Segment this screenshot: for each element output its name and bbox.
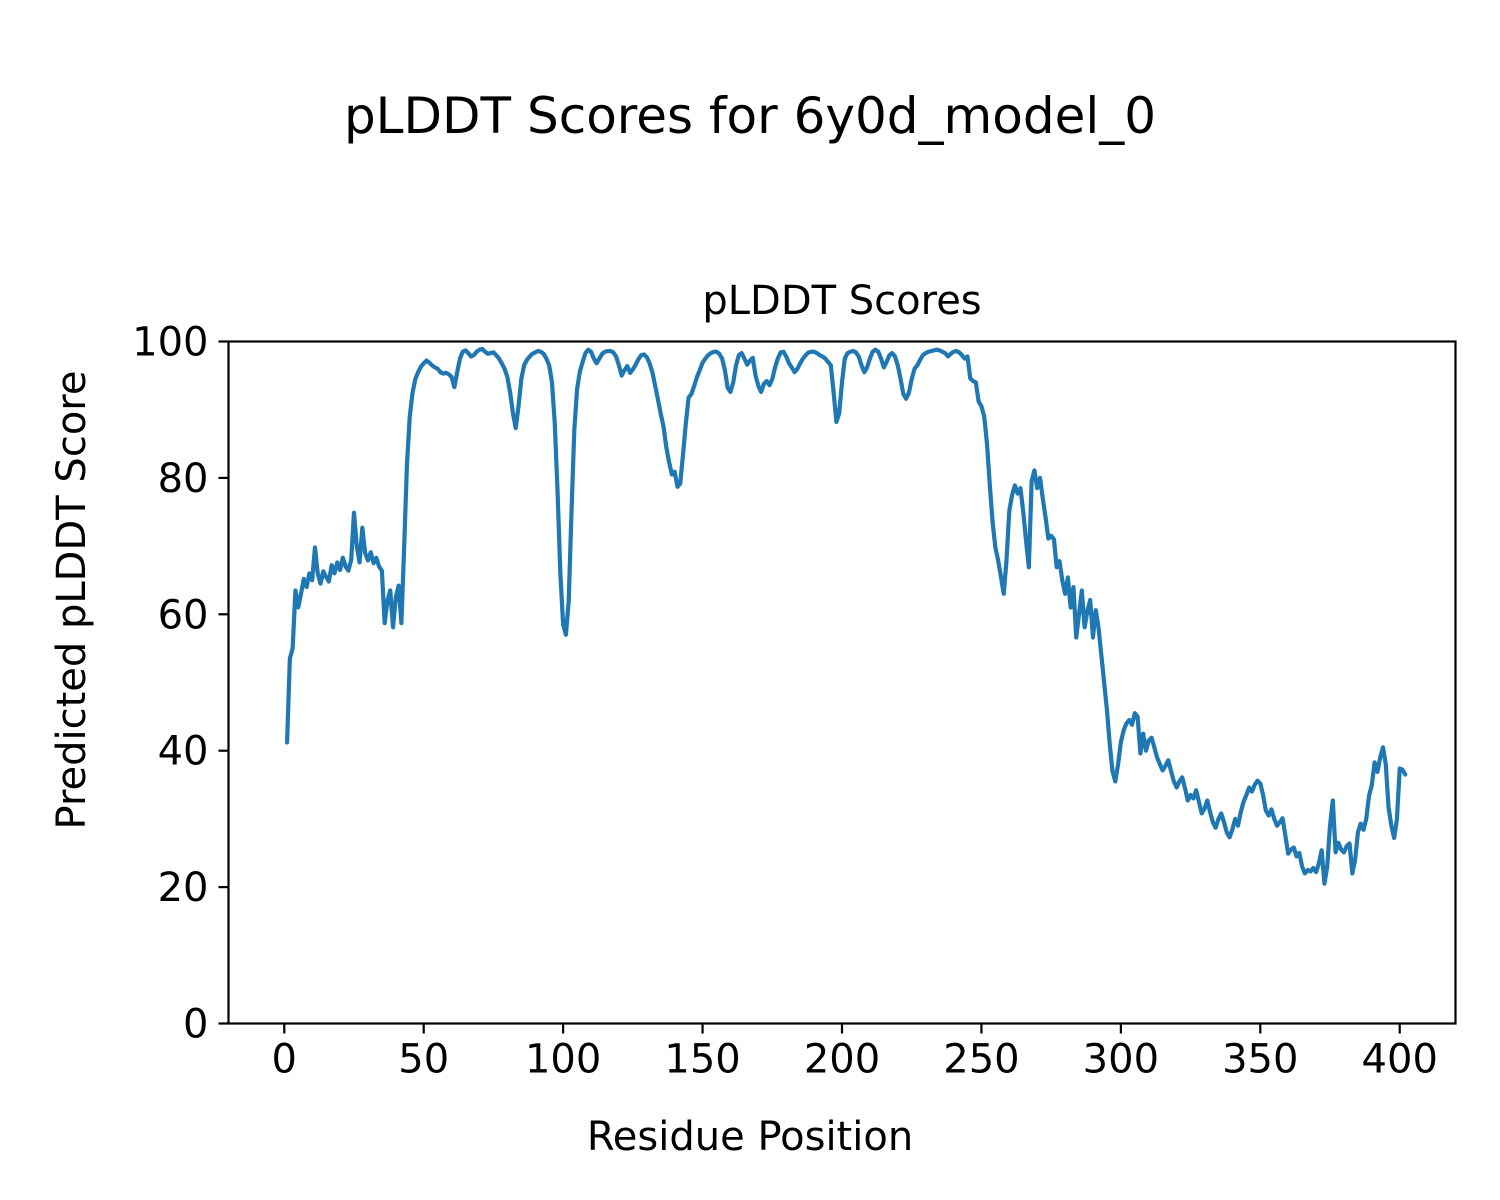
x-tick-label: 200 xyxy=(804,1037,880,1083)
x-axis-label: Residue Position xyxy=(586,1114,914,1160)
y-tick-label: 80 xyxy=(158,456,209,502)
axes-spines xyxy=(227,340,1457,1025)
x-tick-label: 0 xyxy=(272,1037,297,1083)
y-axis-label: Predicted pLDDT Score xyxy=(49,370,95,830)
plddt-line xyxy=(284,346,1408,886)
x-tick-label: 300 xyxy=(1083,1037,1159,1083)
y-tick-label: 0 xyxy=(183,1002,208,1048)
x-tick-label: 400 xyxy=(1362,1037,1438,1083)
x-tick-label: 100 xyxy=(525,1037,601,1083)
y-tick-label: 40 xyxy=(158,729,209,775)
y-tick-label: 20 xyxy=(158,865,209,911)
x-tick-label: 350 xyxy=(1222,1037,1298,1083)
axes-title: pLDDT Scores xyxy=(702,278,982,324)
figure-suptitle: pLDDT Scores for 6y0d_model_0 xyxy=(343,87,1157,145)
x-tick-label: 150 xyxy=(664,1037,740,1083)
y-tick-label: 100 xyxy=(132,320,208,366)
x-tick-label: 250 xyxy=(943,1037,1019,1083)
y-tick-label: 60 xyxy=(158,592,209,638)
x-tick-label: 50 xyxy=(398,1037,449,1083)
